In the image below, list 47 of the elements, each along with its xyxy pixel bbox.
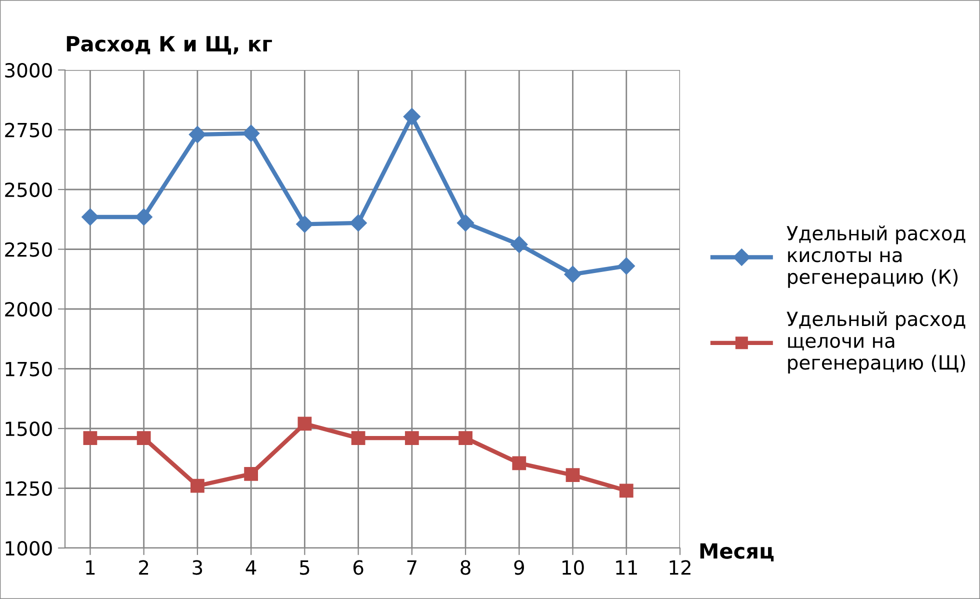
y-tick-label: 3000 [5,62,52,78]
x-axis-title: Месяц [700,543,774,562]
point [190,478,204,493]
point [564,266,582,283]
x-tick-label: 8 [460,560,470,575]
point [296,216,314,233]
x-tick-label: 6 [353,560,364,575]
x-tick-label: 7 [407,560,416,575]
point [403,108,420,126]
point [136,431,151,446]
point [83,431,98,446]
point [566,468,580,482]
x-tick-label: 12 [670,560,690,575]
y-tick-label: 1000 [6,540,52,556]
point [82,208,99,226]
point [619,484,634,498]
x-tick-label: 11 [616,560,637,575]
y-tick-label: 1750 [6,362,52,376]
y-tick-label: 2000 [5,302,52,317]
x-tick-label: 4 [246,560,256,575]
point [458,431,472,446]
y-tick-label: 2500 [5,182,52,198]
x-tick-label: 2 [139,560,148,575]
y-tick-label: 1500 [6,421,52,436]
x-tick-label: 1 [86,560,95,575]
legend-label: Удельный расход щелочи на регенерацию (Щ) [786,311,966,374]
point [351,431,366,446]
point [404,431,419,446]
y-tick-label: 2750 [5,122,52,138]
point [135,208,152,226]
legend-label: Удельный расход кислоты на регенерацию (К) [786,226,966,288]
x-tick-label: 10 [562,560,584,575]
point [618,257,635,275]
y-axis-title: Расход К и Щ, кг [66,36,272,55]
point [510,236,528,254]
point [298,416,312,431]
y-tick-label: 2250 [5,242,52,257]
point [242,124,260,142]
point [244,466,258,481]
point [512,456,526,470]
point [350,214,367,232]
x-tick-label: 9 [514,560,524,575]
y-tick-label: 1250 [6,481,52,496]
point [456,214,474,232]
x-tick-label: 3 [192,560,202,575]
point [188,126,206,144]
x-tick-label: 5 [300,560,310,575]
